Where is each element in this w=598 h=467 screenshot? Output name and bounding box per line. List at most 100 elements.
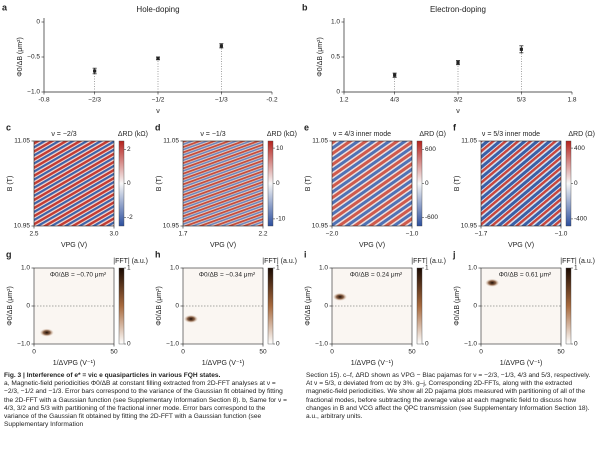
x-tick-label: 3.0 bbox=[109, 231, 118, 238]
panel-letter: h bbox=[155, 249, 161, 259]
point bbox=[456, 61, 460, 65]
colorbar-tick-label: 1 bbox=[425, 265, 429, 272]
panel-letter: i bbox=[304, 249, 307, 259]
y-tick-label: −1.0 bbox=[315, 341, 328, 348]
colorbar-label: ΔRD (kΩ) bbox=[118, 131, 148, 138]
colorbar-tick-label: -600 bbox=[425, 214, 438, 221]
colorbar-tick-label: 1 bbox=[127, 265, 131, 272]
colorbar-label: ΔRD (Ω) bbox=[419, 131, 446, 138]
y-axis-label: Φ0/ΔB (μm²) bbox=[454, 286, 461, 326]
y-tick-label: −1.0 bbox=[464, 341, 477, 348]
panel-letter: j bbox=[452, 249, 456, 259]
colorbar bbox=[267, 140, 274, 227]
panel-title: |FFT| (a.u.) bbox=[560, 258, 595, 265]
point bbox=[93, 69, 97, 73]
x-axis-label: 1/ΔVPG (V⁻¹) bbox=[500, 360, 543, 367]
y-tick-label: 0 bbox=[336, 89, 340, 96]
colorbar-tick-label: 10 bbox=[276, 145, 284, 152]
y-axis-label: B (T) bbox=[7, 176, 14, 192]
y-tick-label: 1.0 bbox=[170, 265, 179, 272]
colorbar-tick-label: 2 bbox=[127, 146, 131, 153]
panel-title: ν = 5/3 inner mode bbox=[482, 131, 540, 138]
figure: a ν Φ0/ΔB (μm²) Hole-doping -0.8 −2/3 −1/2 −1/3… bbox=[2, 2, 595, 367]
colorbar-tick-label: 0 bbox=[276, 341, 280, 348]
x-tick-label: −1.0 bbox=[406, 231, 419, 238]
y-tick-label: 1.0 bbox=[21, 265, 30, 272]
y-tick-label: 0 bbox=[175, 303, 179, 310]
colorbar-tick-label: -400 bbox=[574, 216, 587, 223]
y-axis-label: Φ0/ΔB (μm²) bbox=[156, 286, 163, 326]
y-tick-label: −1.0 bbox=[27, 89, 40, 96]
colorbar-tick-label: 1 bbox=[276, 265, 280, 272]
plot-frame bbox=[480, 267, 562, 345]
x-tick-label: 1.8 bbox=[567, 97, 576, 104]
colorbar bbox=[267, 267, 274, 345]
heatmap-image bbox=[332, 141, 412, 226]
annotation: Φ0/ΔB = 0.24 μm² bbox=[350, 272, 403, 279]
colorbar-tick-label: -10 bbox=[276, 216, 286, 223]
y-tick-label: 11.05 bbox=[312, 138, 328, 145]
y-tick-label: 11.05 bbox=[14, 138, 30, 145]
panel-letter: f bbox=[453, 122, 457, 132]
y-tick-label: −1.0 bbox=[166, 341, 179, 348]
annotation: Φ0/ΔB = −0.70 μm² bbox=[50, 272, 107, 279]
x-tick-label: 0 bbox=[479, 349, 483, 356]
y-tick-label: 10.95 bbox=[312, 223, 329, 230]
colorbar-tick-label: 1 bbox=[574, 265, 578, 272]
y-axis-label: B (T) bbox=[454, 176, 461, 192]
y-tick-label: 1.0 bbox=[319, 265, 328, 272]
x-tick-label: 1.7 bbox=[178, 231, 187, 238]
x-axis-label: VPG (V) bbox=[210, 242, 236, 249]
y-axis-label: B (T) bbox=[305, 176, 312, 192]
colorbar-tick-label: 0 bbox=[574, 180, 578, 187]
colorbar-tick-label: -2 bbox=[127, 214, 133, 221]
plot-frame bbox=[331, 267, 413, 345]
x-tick-label: 4/3 bbox=[390, 97, 399, 104]
panel-letter: c bbox=[6, 122, 11, 132]
x-axis-label: 1/ΔVPG (V⁻¹) bbox=[202, 360, 245, 367]
panel-title: ν = 4/3 inner mode bbox=[333, 131, 391, 138]
panel-letter: g bbox=[6, 249, 12, 259]
fft-peak bbox=[333, 292, 347, 301]
y-axis-label: Φ0/ΔB (μm²) bbox=[317, 37, 324, 77]
colorbar-label: ΔRD (Ω) bbox=[568, 131, 595, 138]
y-axis-label: Φ0/ΔB (μm²) bbox=[17, 37, 24, 77]
heatmap-image bbox=[34, 141, 114, 226]
point bbox=[156, 56, 160, 60]
y-tick-label: 10.95 bbox=[461, 223, 478, 230]
caption-col-2: Section 15). c–f, ΔRD shown as VPG − Bla… bbox=[306, 372, 594, 421]
panel-letter: d bbox=[155, 122, 161, 132]
plot-frame bbox=[182, 140, 264, 227]
x-tick-label: 0 bbox=[181, 349, 185, 356]
panel-title: Hole-doping bbox=[136, 5, 179, 14]
x-tick-label: −1.7 bbox=[475, 231, 488, 238]
x-tick-label: −1.0 bbox=[555, 231, 568, 238]
y-tick-label: 1.0 bbox=[331, 19, 340, 26]
heatmap-image bbox=[481, 141, 561, 226]
y-tick-label: 0 bbox=[324, 303, 328, 310]
plot-frame bbox=[480, 140, 562, 227]
caption-text: a, Magnetic-field periodicities Φ0/ΔB at… bbox=[4, 380, 287, 429]
colorbar bbox=[118, 267, 125, 345]
annotation: Φ0/ΔB = −0.34 μm² bbox=[199, 272, 256, 279]
caption-col-1: Fig. 3 | Interference of e* = νic e quas… bbox=[4, 372, 292, 429]
panel-title: Electron-doping bbox=[430, 5, 486, 14]
x-tick-label: 50 bbox=[110, 349, 118, 356]
x-tick-label: 1.2 bbox=[339, 97, 348, 104]
y-axis-label: Φ0/ΔB (μm²) bbox=[7, 286, 14, 326]
colorbar-tick-label: 600 bbox=[425, 146, 436, 153]
colorbar-tick-label: 0 bbox=[127, 180, 131, 187]
plot-frame bbox=[33, 267, 115, 345]
colorbar bbox=[565, 140, 572, 227]
caption-heading: Fig. 3 | Interference of e* = νic e quas… bbox=[4, 372, 221, 379]
y-axis-label: Φ0/ΔB (μm²) bbox=[305, 286, 312, 326]
x-tick-label: 50 bbox=[408, 349, 416, 356]
x-axis-label: ν bbox=[156, 108, 160, 115]
colorbar-tick-label: 400 bbox=[574, 145, 585, 152]
panel-title: ν = −1/3 bbox=[200, 131, 225, 138]
plot-frame bbox=[33, 140, 115, 227]
fft-peak bbox=[485, 278, 500, 287]
point bbox=[393, 73, 397, 77]
colorbar bbox=[565, 267, 572, 345]
